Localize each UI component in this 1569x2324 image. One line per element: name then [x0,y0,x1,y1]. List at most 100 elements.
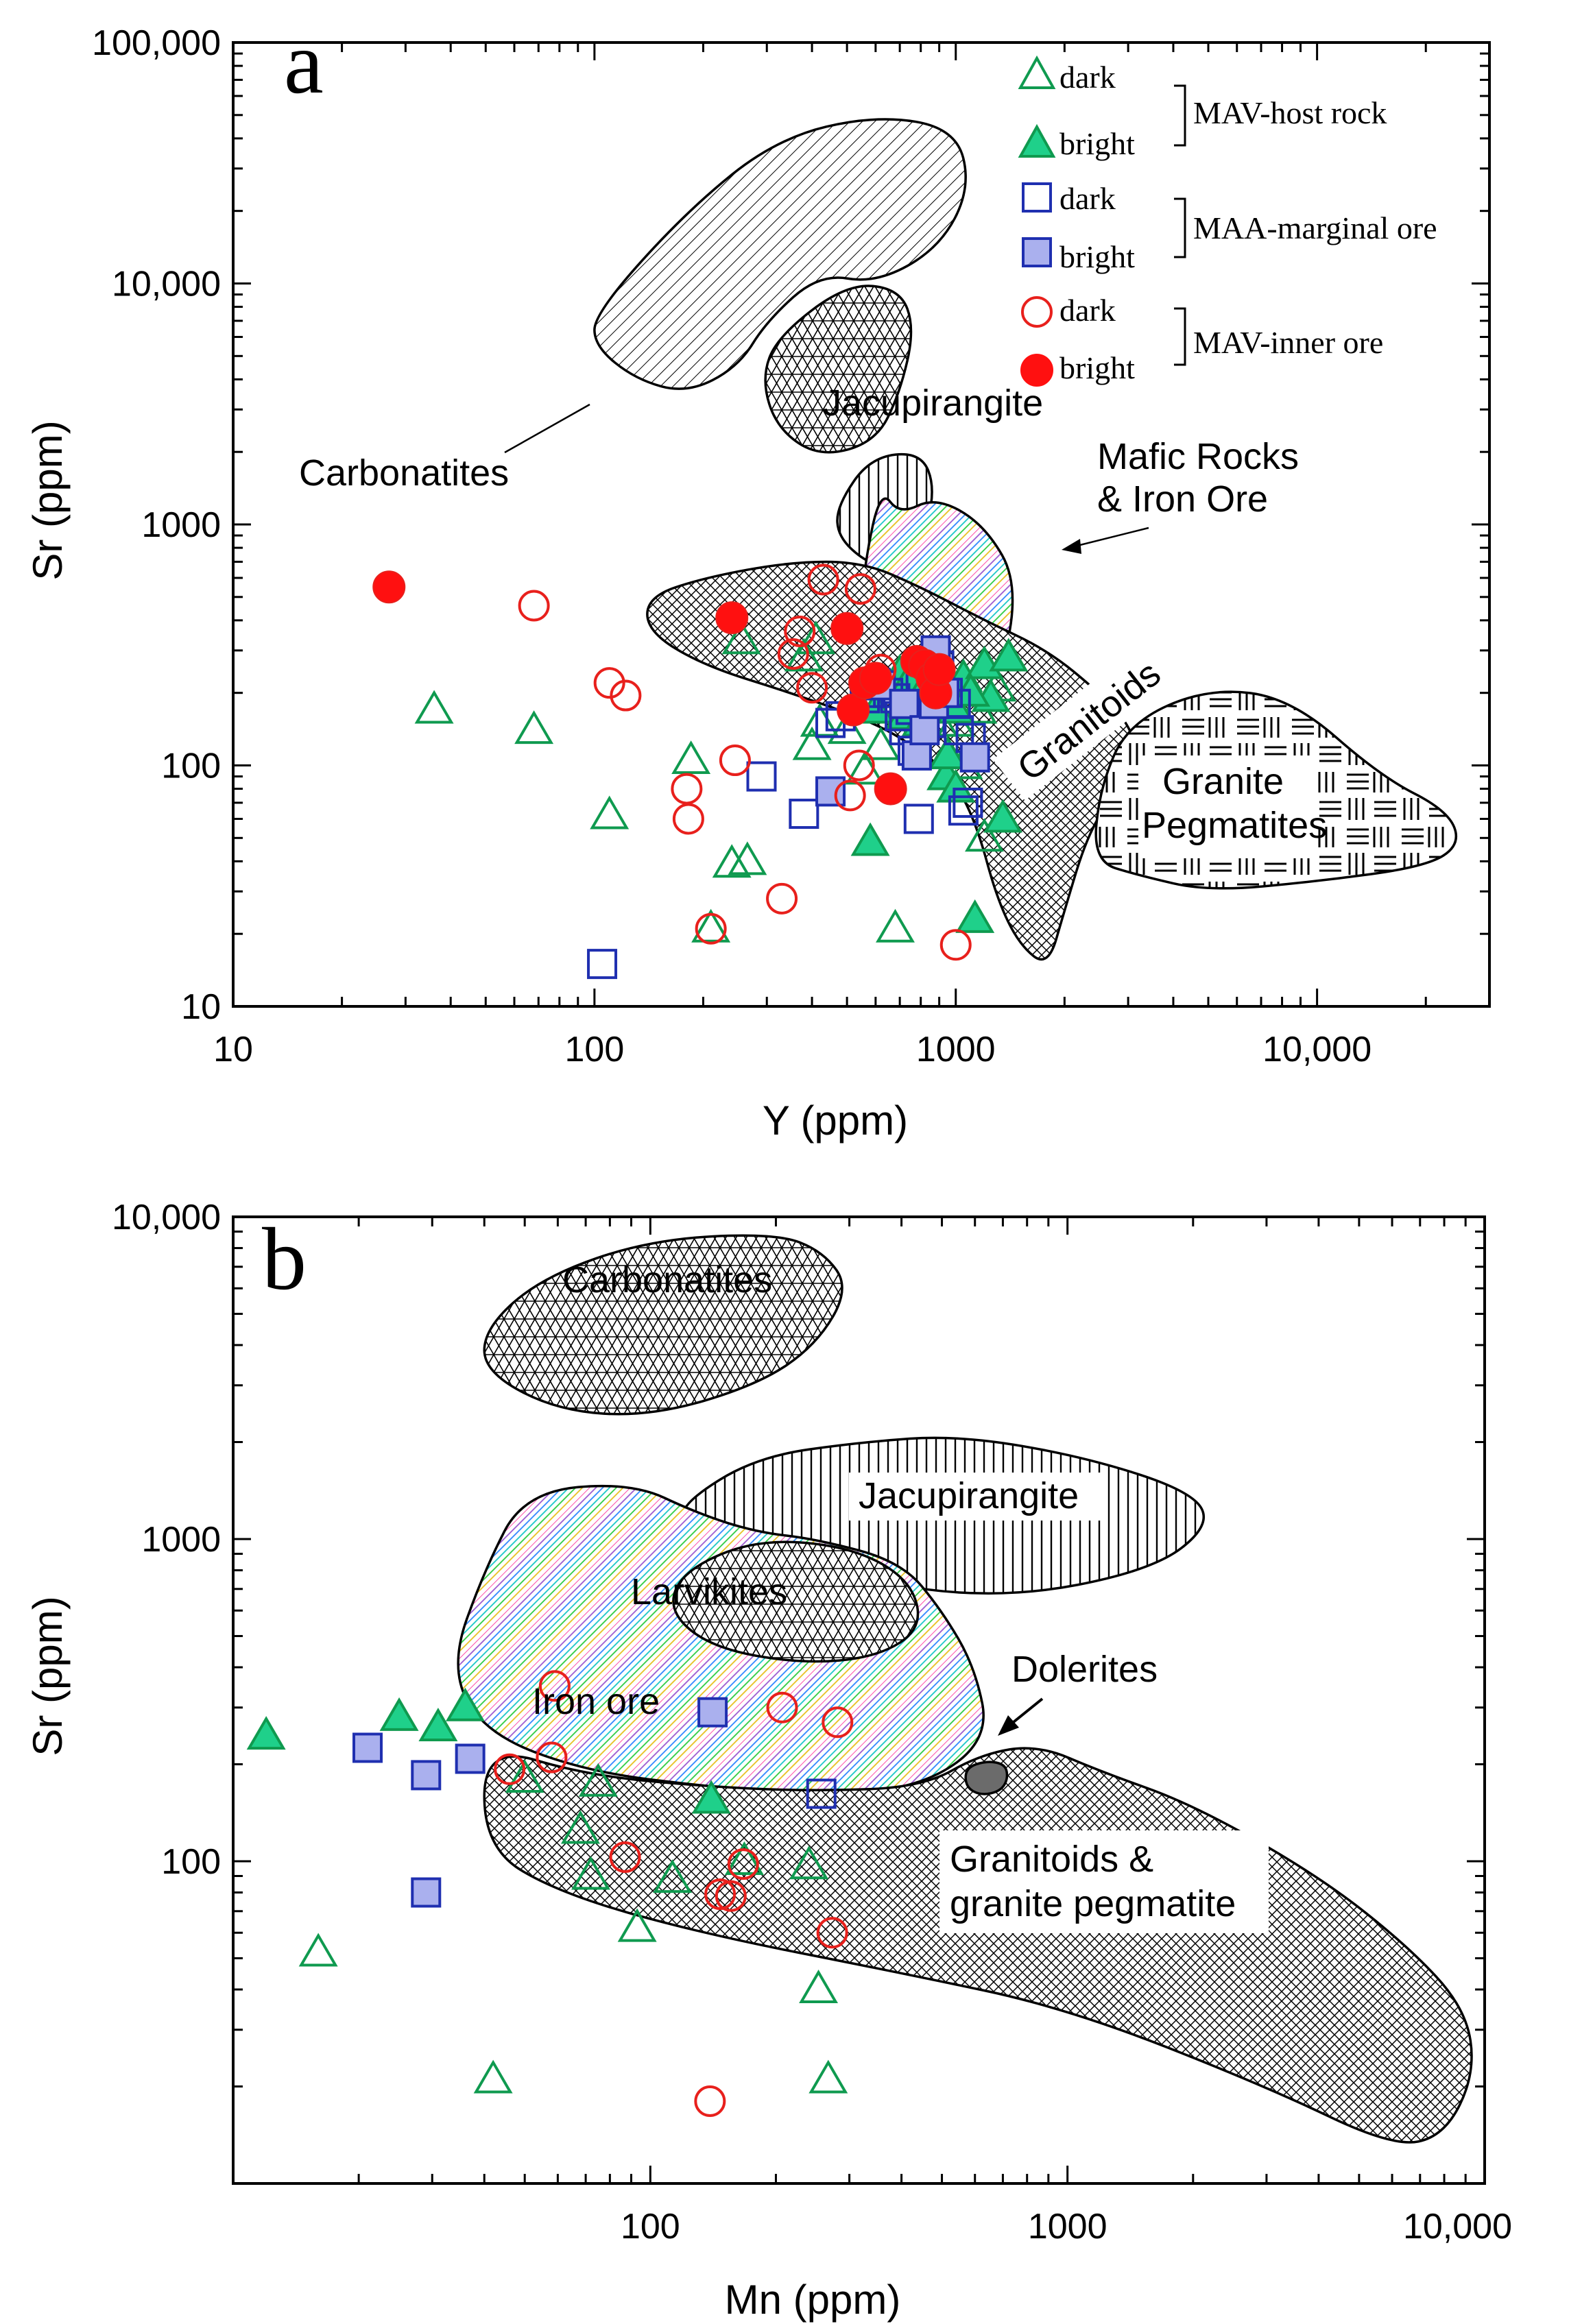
panel-b: 100 1000 10,000 100 1000 10,000 b Carbonatite… [25,1198,1512,2323]
mafic-arrowhead [1062,539,1081,554]
point-mav-inner-ore-dark [494,1753,526,1785]
label-jacupirangite-b: Jacupirangite [859,1475,1079,1516]
panel-b-xlabel: Mn (ppm) [725,2277,901,2323]
legend-host-bright: bright [1059,126,1135,161]
x-tick-label: 100 [564,1030,624,1069]
panel-a-label: a [284,14,324,112]
label-larvikites-b: Larvikites [631,1571,787,1612]
legend-host-name: MAV-host rock [1193,95,1387,130]
point-mav-host-rock-dark [414,690,454,724]
point-mav-host-rock-bright [418,1707,458,1741]
point-maa-marginal-ore-dark [953,787,983,818]
label-ironore-b: Iron ore [532,1681,660,1722]
plot-frame-b [232,1215,1486,2185]
point-mav-inner-ore-dark [536,1741,568,1774]
legend-marginal-bright: bright [1059,239,1135,274]
point-mav-host-rock-dark [571,1856,611,1890]
legend-bracket-2 [1174,197,1186,258]
point-mav-host-rock-dark [876,908,915,943]
point-mav-host-rock-dark [691,908,731,943]
point-mav-host-rock-bright [379,1697,419,1731]
y-tick-label: 10,000 [112,1198,221,1237]
point-mav-inner-ore-dark [593,667,625,699]
legend-circle-filled-icon [1020,354,1053,387]
point-mav-host-rock-dark [473,2059,513,2094]
point-maa-marginal-ore-bright [959,742,990,773]
point-mav-host-rock-dark [712,844,752,878]
point-mav-inner-ore-bright [874,772,907,806]
point-mav-inner-ore-bright [830,612,864,645]
legend-inner-bright: bright [1059,350,1135,385]
label-pegmatites-a: Pegmatites [1142,805,1327,846]
point-mav-host-rock-dark [964,818,1004,852]
point-maa-marginal-ore-dark [587,949,618,980]
point-mav-host-rock-dark [721,620,761,655]
point-mav-inner-ore-dark [719,745,751,777]
label-ironore-a: & Iron Ore [1097,479,1268,520]
point-mav-inner-ore-dark [822,1706,854,1739]
point-mav-inner-ore-dark [538,1670,571,1702]
point-maa-marginal-ore-dark [789,799,819,830]
point-maa-marginal-ore-dark [944,715,974,746]
point-mav-inner-ore-dark [671,773,703,805]
point-mav-inner-ore-bright [372,570,406,604]
point-mav-host-rock-bright [955,899,995,933]
label-granitoids-b: Granitoids & [950,1839,1153,1880]
point-maa-marginal-ore-bright [889,688,920,719]
region-carbonatites [483,1234,843,1416]
point-maa-marginal-ore-bright [815,776,846,807]
point-mav-host-rock-dark [505,1759,544,1793]
point-maa-marginal-ore-dark [806,1778,837,1809]
point-mav-inner-ore-dark [704,1878,736,1911]
point-maa-marginal-ore-bright [411,1760,442,1791]
legend-square-open-icon [1022,182,1052,213]
panel-b-region-labels: Carbonatites Jacupirangite Larvikites Ir… [532,1259,1269,1933]
point-maa-marginal-ore-bright [352,1732,383,1763]
point-mav-host-rock-dark [724,1841,764,1875]
panel-b-label: b [262,1210,307,1309]
x-tick-label: 100 [621,2207,680,2247]
region-carbonatites-lower-field- [764,285,913,454]
point-mav-host-rock-dark [789,1845,829,1880]
y-tick-label: 10 [181,987,221,1027]
y-tick-label: 1000 [141,505,221,545]
point-mav-inner-ore-dark [816,1917,848,1949]
point-mav-inner-ore-dark [939,929,972,961]
x-tick-label: 1000 [1028,2207,1107,2247]
x-tick-label: 10 [213,1030,253,1069]
legend-inner-name: MAV-inner ore [1193,325,1383,360]
region-granitoids-granite-pegmatite [483,1747,1473,2144]
panel-b-points [246,1670,854,2118]
region-dolerites [964,1760,1009,1795]
legend-inner-dark: dark [1059,293,1116,328]
legend-bracket-3 [1174,307,1186,366]
point-mav-inner-ore-dark [672,803,704,835]
point-mav-host-rock-bright [691,1780,731,1814]
point-mav-host-rock-dark [784,638,824,672]
legend-circle-open-icon [1021,296,1053,328]
point-mav-inner-ore-dark [694,2085,726,2118]
point-mav-inner-ore-dark [695,912,727,945]
label-jacupirangite-a: Jacupirangite [823,383,1043,424]
point-mav-host-rock-dark [514,710,554,745]
x-tick-label: 1000 [916,1030,996,1069]
label-granite-a: Granite [1162,761,1284,802]
point-mav-host-rock-bright [983,799,1022,833]
point-mav-host-rock-bright [850,822,890,856]
region-larvikites [672,1540,920,1663]
point-mav-host-rock-bright [246,1716,286,1750]
point-mav-inner-ore-dark [844,573,876,605]
y-tick-label: 100 [161,747,221,786]
legend-bracket-1 [1174,84,1186,147]
legend-marginal-dark: dark [1059,181,1116,216]
point-mav-host-rock-dark [671,740,711,775]
point-mav-host-rock-bright [928,735,968,769]
point-mav-host-rock-dark [728,841,767,875]
point-mav-host-rock-bright [989,638,1029,672]
legend-triangle-filled-icon [1018,123,1056,158]
panel-a-points [372,564,1029,980]
point-mav-host-rock-dark [799,1970,839,2004]
point-mav-host-rock-dark [298,1933,338,1967]
point-mav-inner-ore-bright [715,601,749,635]
